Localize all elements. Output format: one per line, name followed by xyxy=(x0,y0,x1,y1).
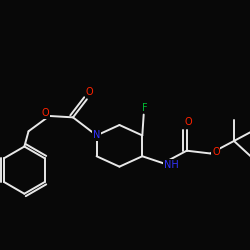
Text: NH: NH xyxy=(164,160,178,170)
Text: O: O xyxy=(86,87,94,97)
Text: O: O xyxy=(184,117,192,127)
Text: O: O xyxy=(42,108,49,118)
Text: F: F xyxy=(142,103,148,113)
Text: N: N xyxy=(93,130,100,140)
Text: O: O xyxy=(212,147,220,157)
